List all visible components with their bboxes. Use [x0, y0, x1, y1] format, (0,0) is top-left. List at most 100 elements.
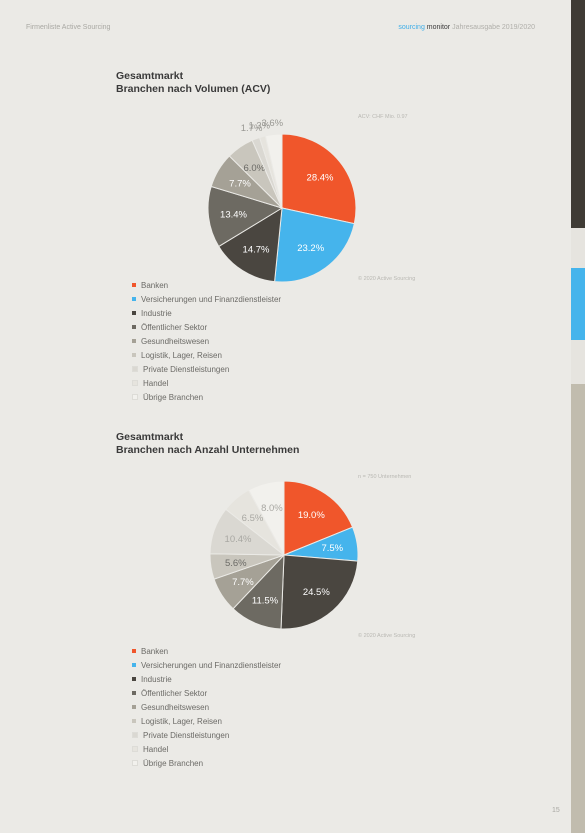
- legend-swatch: [132, 311, 136, 315]
- chart1-title-line1: Gesamtmarkt: [116, 70, 184, 82]
- legend-item-private-dienstleistungen: Private Dienstleistungen: [132, 728, 281, 742]
- legend-swatch: [132, 719, 136, 723]
- pie-label-industrie: 24.5%: [303, 587, 330, 598]
- legend-label: Gesundheitswesen: [141, 702, 210, 712]
- edge-tabs: [571, 0, 585, 833]
- pie-label-banken: 28.4%: [307, 173, 334, 184]
- pie-label-handel: 1.3%: [248, 120, 270, 131]
- legend-item-versicherungen-und-finanzdienstleister: Versicherungen und Finanzdienstleister: [132, 292, 281, 306]
- legend-swatch: [132, 732, 138, 738]
- header-edition: Jahresausgabe 2019/2020: [452, 24, 535, 31]
- legend-item-industrie: Industrie: [132, 672, 281, 686]
- chart2-title-line1: Gesamtmarkt: [116, 431, 184, 443]
- chart1-title-line2: Branchen nach Volumen (ACV): [116, 83, 271, 95]
- legend-item-versicherungen-und-finanzdienstleister: Versicherungen und Finanzdienstleister: [132, 658, 281, 672]
- legend-label: Private Dienstleistungen: [143, 364, 230, 374]
- pie-label-industrie: 14.7%: [243, 245, 270, 256]
- legend-label: Handel: [143, 744, 169, 754]
- legend-swatch: [132, 339, 136, 343]
- legend-item-industrie: Industrie: [132, 306, 281, 320]
- pie-label-ubrige-branchen: 3.6%: [261, 118, 283, 129]
- pie-label-gesundheitswesen: 7.7%: [229, 178, 251, 189]
- legend-label: Logistik, Lager, Reisen: [141, 350, 222, 360]
- legend-label: Übrige Branchen: [143, 758, 204, 768]
- chart1-note-top: ACV: CHF Mio. 0.97: [358, 114, 408, 120]
- legend-label: Banken: [141, 280, 169, 290]
- legend-swatch: [132, 663, 136, 667]
- pie-slice-versicherungen-und-finanzdienstleister: [274, 207, 355, 283]
- pie-slice-industrie: [280, 554, 359, 630]
- report-page: Firmenliste Active Sourcing sourcing mon…: [26, 24, 560, 814]
- legend-label: Logistik, Lager, Reisen: [141, 716, 222, 726]
- edge-tab-dark: [571, 0, 585, 228]
- pie-label-versicherungen-und-finanzdienstleister: 7.5%: [321, 543, 343, 554]
- legend-swatch: [132, 649, 136, 653]
- legend-swatch: [132, 325, 136, 329]
- legend-label: Industrie: [141, 308, 172, 318]
- legend-label: Übrige Branchen: [143, 392, 204, 402]
- legend-label: Öffentlicher Sektor: [141, 322, 208, 332]
- legend-swatch: [132, 691, 136, 695]
- chart2-legend: Banken Versicherungen und Finanzdienstlei…: [132, 644, 281, 770]
- legend-swatch: [132, 366, 138, 372]
- chart1-note-bottom: © 2020 Active Sourcing: [358, 276, 416, 282]
- legend-swatch: [132, 394, 138, 400]
- legend-swatch: [132, 746, 138, 752]
- legend-item-gesundheitswesen: Gesundheitswesen: [132, 700, 281, 714]
- legend-item-banken: Banken: [132, 644, 281, 658]
- legend-item-handel: Handel: [132, 376, 281, 390]
- header-publication: sourcing monitor Jahresausgabe 2019/2020: [398, 24, 535, 31]
- legend-item-offentlicher-sektor: Öffentlicher Sektor: [132, 686, 281, 700]
- legend-item-ubrige-branchen: Übrige Branchen: [132, 756, 281, 770]
- chart2-title-line2: Branchen nach Anzahl Unternehmen: [116, 444, 300, 456]
- pie-slice-banken: [281, 133, 357, 225]
- legend-label: Gesundheitswesen: [141, 336, 210, 346]
- legend-item-logistik-lager-reisen: Logistik, Lager, Reisen: [132, 714, 281, 728]
- pie-label-logistik-lager-reisen: 6.0%: [243, 163, 265, 174]
- legend-swatch: [132, 677, 136, 681]
- pie-label-gesundheitswesen: 7.7%: [232, 577, 254, 588]
- pie-label-private-dienstleistungen: 1.7%: [241, 123, 263, 134]
- legend-swatch: [132, 705, 136, 709]
- pie-label-versicherungen-und-finanzdienstleister: 23.2%: [297, 243, 324, 254]
- edge-tab-beige: [571, 384, 585, 833]
- legend-swatch: [132, 353, 136, 357]
- pie-slice-banken: [283, 480, 354, 556]
- header-section-title: Firmenliste Active Sourcing: [26, 24, 111, 31]
- legend-item-gesundheitswesen: Gesundheitswesen: [132, 334, 281, 348]
- pie-slice-ubrige-branchen: [264, 133, 283, 209]
- pie-label-banken: 19.0%: [298, 510, 325, 521]
- legend-swatch: [132, 283, 136, 287]
- chart1-pie: 28.4% 23.2% 14.7% 13.4% 7.7% 6.0% 1.7%1.3%3.6%: [207, 118, 357, 283]
- legend-swatch: [132, 380, 138, 386]
- pie-label-offentlicher-sektor: 13.4%: [220, 209, 247, 220]
- legend-label: Banken: [141, 646, 169, 656]
- legend-item-private-dienstleistungen: Private Dienstleistungen: [132, 362, 281, 376]
- legend-item-banken: Banken: [132, 278, 281, 292]
- legend-label: Private Dienstleistungen: [143, 730, 230, 740]
- edge-tab-blue: [571, 268, 585, 340]
- chart1-title: Gesamtmarkt Branchen nach Volumen (ACV): [116, 70, 270, 96]
- legend-label: Industrie: [141, 674, 172, 684]
- legend-item-offentlicher-sektor: Öffentlicher Sektor: [132, 320, 281, 334]
- chart2-note-top: n = 750 Unternehmen: [358, 474, 412, 480]
- pie-label-private-dienstleistungen: 10.4%: [225, 534, 252, 545]
- chart1-legend: Banken Versicherungen und Finanzdienstlei…: [132, 278, 281, 404]
- pie-label-handel: 6.5%: [242, 513, 264, 524]
- pie-slice-offentlicher-sektor: [207, 185, 284, 248]
- chart2-title: Gesamtmarkt Branchen nach Anzahl Unterne…: [116, 431, 299, 457]
- legend-item-ubrige-branchen: Übrige Branchen: [132, 390, 281, 404]
- legend-label: Öffentlicher Sektor: [141, 688, 208, 698]
- pie-label-offentlicher-sektor: 11.5%: [252, 595, 279, 606]
- chart2-note-bottom: © 2020 Active Sourcing: [358, 633, 416, 639]
- pie-slice-ubrige-branchen: [247, 480, 285, 556]
- legend-swatch: [132, 760, 138, 766]
- page-number: 15: [552, 807, 560, 814]
- legend-item-logistik-lager-reisen: Logistik, Lager, Reisen: [132, 348, 281, 362]
- legend-item-handel: Handel: [132, 742, 281, 756]
- brand-sourcing: sourcing: [398, 24, 425, 31]
- pie-slice-industrie: [218, 207, 283, 283]
- legend-label: Handel: [143, 378, 169, 388]
- legend-swatch: [132, 297, 136, 301]
- pie-label-ubrige-branchen: 8.0%: [261, 503, 283, 514]
